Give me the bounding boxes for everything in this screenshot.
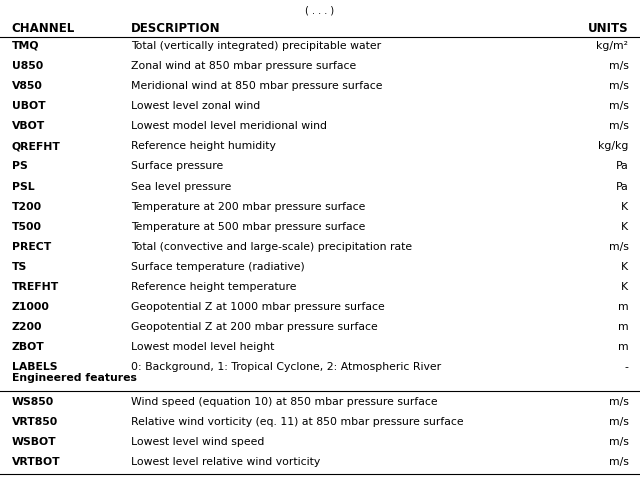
Text: m/s: m/s <box>609 101 628 111</box>
Text: TS: TS <box>12 262 27 272</box>
Text: Lowest level wind speed: Lowest level wind speed <box>131 437 264 447</box>
Text: m/s: m/s <box>609 61 628 71</box>
Text: Temperature at 200 mbar pressure surface: Temperature at 200 mbar pressure surface <box>131 202 365 212</box>
Text: Zonal wind at 850 mbar pressure surface: Zonal wind at 850 mbar pressure surface <box>131 61 356 71</box>
Text: Pa: Pa <box>616 162 628 171</box>
Text: Z200: Z200 <box>12 322 42 332</box>
Text: VBOT: VBOT <box>12 121 45 131</box>
Text: K: K <box>621 222 628 232</box>
Text: Reference height humidity: Reference height humidity <box>131 141 276 151</box>
Text: CHANNEL: CHANNEL <box>12 22 75 34</box>
Text: m: m <box>618 342 628 352</box>
Text: ZBOT: ZBOT <box>12 342 44 352</box>
Text: TREFHT: TREFHT <box>12 282 59 292</box>
Text: ( . . . ): ( . . . ) <box>305 6 335 15</box>
Text: Lowest level relative wind vorticity: Lowest level relative wind vorticity <box>131 457 321 467</box>
Text: VRTBOT: VRTBOT <box>12 457 60 467</box>
Text: m/s: m/s <box>609 121 628 131</box>
Text: PSL: PSL <box>12 182 34 192</box>
Text: Relative wind vorticity (eq. 11) at 850 mbar pressure surface: Relative wind vorticity (eq. 11) at 850 … <box>131 417 464 427</box>
Text: UNITS: UNITS <box>588 22 628 34</box>
Text: Temperature at 500 mbar pressure surface: Temperature at 500 mbar pressure surface <box>131 222 365 232</box>
Text: Z1000: Z1000 <box>12 302 49 312</box>
Text: K: K <box>621 262 628 272</box>
Text: Surface pressure: Surface pressure <box>131 162 223 171</box>
Text: DESCRIPTION: DESCRIPTION <box>131 22 221 34</box>
Text: Geopotential Z at 1000 mbar pressure surface: Geopotential Z at 1000 mbar pressure sur… <box>131 302 385 312</box>
Text: V850: V850 <box>12 81 42 91</box>
Text: PS: PS <box>12 162 28 171</box>
Text: WSBOT: WSBOT <box>12 437 56 447</box>
Text: 0: Background, 1: Tropical Cyclone, 2: Atmospheric River: 0: Background, 1: Tropical Cyclone, 2: A… <box>131 363 442 372</box>
Text: U850: U850 <box>12 61 43 71</box>
Text: Meridional wind at 850 mbar pressure surface: Meridional wind at 850 mbar pressure sur… <box>131 81 383 91</box>
Text: Engineered features: Engineered features <box>12 373 136 383</box>
Text: m/s: m/s <box>609 457 628 467</box>
Text: UBOT: UBOT <box>12 101 45 111</box>
Text: TMQ: TMQ <box>12 41 39 51</box>
Text: kg/kg: kg/kg <box>598 141 628 151</box>
Text: Lowest model level height: Lowest model level height <box>131 342 275 352</box>
Text: Pa: Pa <box>616 182 628 192</box>
Text: T500: T500 <box>12 222 42 232</box>
Text: Geopotential Z at 200 mbar pressure surface: Geopotential Z at 200 mbar pressure surf… <box>131 322 378 332</box>
Text: Reference height temperature: Reference height temperature <box>131 282 297 292</box>
Text: PRECT: PRECT <box>12 242 51 252</box>
Text: m/s: m/s <box>609 417 628 427</box>
Text: m/s: m/s <box>609 81 628 91</box>
Text: WS850: WS850 <box>12 397 54 407</box>
Text: Total (vertically integrated) precipitable water: Total (vertically integrated) precipitab… <box>131 41 381 51</box>
Text: VRT850: VRT850 <box>12 417 58 427</box>
Text: K: K <box>621 282 628 292</box>
Text: Lowest level zonal wind: Lowest level zonal wind <box>131 101 260 111</box>
Text: K: K <box>621 202 628 212</box>
Text: Surface temperature (radiative): Surface temperature (radiative) <box>131 262 305 272</box>
Text: -: - <box>625 363 628 372</box>
Text: Total (convective and large-scale) precipitation rate: Total (convective and large-scale) preci… <box>131 242 412 252</box>
Text: T200: T200 <box>12 202 42 212</box>
Text: LABELS: LABELS <box>12 363 57 372</box>
Text: kg/m²: kg/m² <box>596 41 628 51</box>
Text: Wind speed (equation 10) at 850 mbar pressure surface: Wind speed (equation 10) at 850 mbar pre… <box>131 397 438 407</box>
Text: Lowest model level meridional wind: Lowest model level meridional wind <box>131 121 327 131</box>
Text: m/s: m/s <box>609 242 628 252</box>
Text: m: m <box>618 322 628 332</box>
Text: m/s: m/s <box>609 437 628 447</box>
Text: m: m <box>618 302 628 312</box>
Text: m/s: m/s <box>609 397 628 407</box>
Text: Sea level pressure: Sea level pressure <box>131 182 232 192</box>
Text: QREFHT: QREFHT <box>12 141 60 151</box>
